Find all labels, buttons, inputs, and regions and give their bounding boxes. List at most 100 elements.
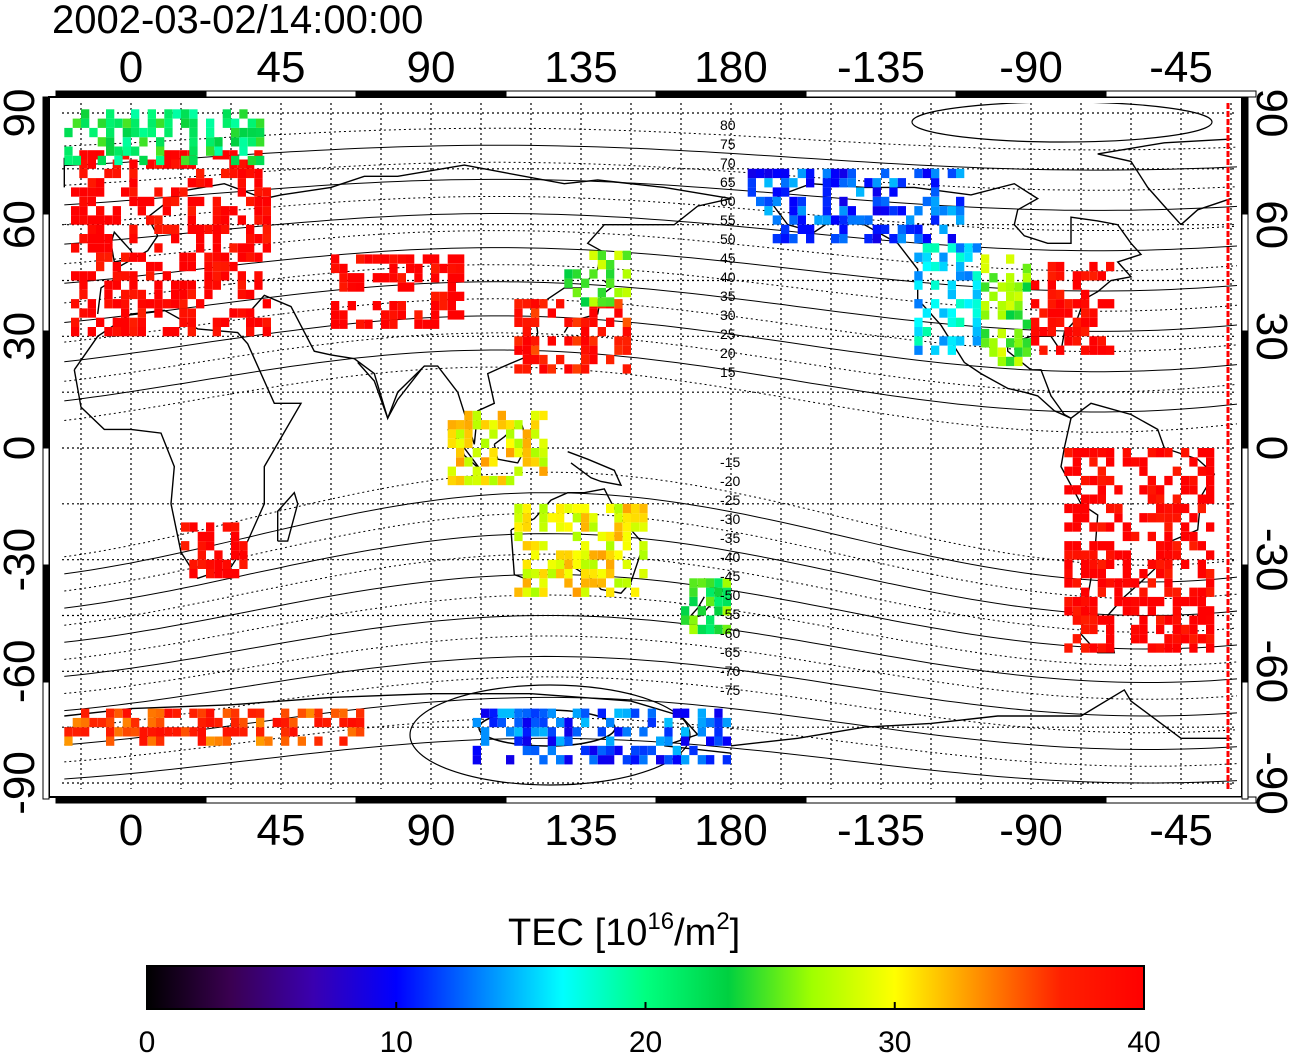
tec-pixel bbox=[237, 280, 246, 290]
tec-pixel bbox=[1072, 596, 1081, 607]
tec-pixel bbox=[1181, 531, 1190, 542]
tec-pixel bbox=[447, 254, 456, 264]
tec-pixel bbox=[112, 261, 121, 272]
tec-pixel bbox=[597, 578, 606, 588]
tec-pixel bbox=[181, 109, 190, 119]
tec-pixel bbox=[154, 289, 163, 300]
tec-pixel bbox=[622, 269, 631, 279]
magnetic-latitude-label: -30 bbox=[720, 511, 740, 527]
tec-pixel bbox=[622, 503, 631, 514]
tec-pixel bbox=[614, 745, 623, 756]
tec-pixel bbox=[1097, 578, 1106, 588]
tec-pixel bbox=[154, 243, 163, 253]
tec-pixel bbox=[764, 206, 773, 216]
tec-pixel bbox=[1256, 718, 1264, 727]
tec-pixel bbox=[96, 261, 105, 272]
tec-pixel bbox=[631, 503, 640, 514]
tec-pixel bbox=[472, 745, 481, 756]
tec-pixel bbox=[572, 336, 581, 346]
tec-pixel bbox=[839, 215, 848, 225]
tec-pixel bbox=[939, 252, 948, 262]
tec-pixel bbox=[179, 317, 188, 327]
tec-pixel bbox=[297, 708, 306, 718]
tec-pixel bbox=[222, 118, 231, 128]
tec-pixel bbox=[372, 301, 381, 311]
tec-pixel bbox=[1072, 457, 1081, 467]
tec-pixel bbox=[189, 137, 198, 147]
tec-pixel bbox=[237, 289, 246, 300]
tec-pixel bbox=[697, 624, 706, 635]
tec-pixel bbox=[1172, 615, 1181, 625]
tec-pixel bbox=[1097, 569, 1106, 579]
tec-pixel bbox=[96, 178, 105, 188]
tec-pixel bbox=[212, 261, 221, 272]
tec-pixel bbox=[564, 336, 573, 346]
tec-pixel bbox=[689, 587, 698, 597]
tec-pixel bbox=[254, 196, 263, 207]
tec-pixel bbox=[1014, 328, 1023, 339]
tec-pixel bbox=[464, 410, 473, 421]
tec-pixel bbox=[146, 271, 155, 281]
tec-pixel bbox=[931, 280, 940, 290]
tec-pixel bbox=[564, 503, 573, 514]
coastline bbox=[247, 197, 732, 445]
magnetic-contour bbox=[64, 161, 1237, 191]
tec-pixel bbox=[212, 243, 221, 253]
tec-pixel bbox=[1072, 485, 1081, 495]
tec-pixel bbox=[122, 727, 131, 737]
tec-pixel bbox=[931, 261, 940, 272]
tec-pixel bbox=[564, 578, 573, 588]
tec-pixel bbox=[572, 587, 581, 597]
tec-pixel bbox=[87, 215, 96, 225]
tec-pixel bbox=[164, 708, 173, 718]
tec-pixel bbox=[1181, 485, 1190, 495]
tec-pixel bbox=[847, 168, 856, 179]
tec-pixel bbox=[246, 252, 255, 262]
tec-pixel bbox=[706, 578, 715, 588]
magnetic-latitude-label: -50 bbox=[720, 587, 740, 603]
tec-pixel bbox=[589, 569, 598, 579]
tec-pixel bbox=[956, 271, 965, 281]
tec-pixel bbox=[1097, 475, 1106, 486]
tec-pixel bbox=[572, 531, 581, 542]
tec-pixel bbox=[1164, 559, 1173, 569]
tec-pixel bbox=[1047, 280, 1056, 290]
tec-pixel bbox=[581, 503, 590, 514]
tec-pixel bbox=[606, 354, 615, 365]
tec-pixel bbox=[171, 289, 180, 300]
tec-pixel bbox=[1081, 569, 1090, 579]
tec-pixel bbox=[997, 310, 1006, 320]
tec-pixel bbox=[472, 466, 481, 476]
tec-pixel bbox=[131, 118, 140, 128]
tec-pixel bbox=[204, 261, 213, 272]
tec-pixel bbox=[64, 146, 73, 156]
tec-pixel bbox=[1064, 327, 1073, 337]
lat-tick-right: -60 bbox=[1247, 640, 1292, 704]
tec-pixel bbox=[79, 168, 88, 179]
tec-pixel bbox=[1031, 336, 1040, 346]
magnetic-latitude-label: 45 bbox=[720, 250, 736, 266]
tec-pixel bbox=[254, 271, 263, 281]
tec-pixel bbox=[1072, 448, 1081, 458]
tec-pixel bbox=[956, 299, 965, 309]
tec-pixel bbox=[497, 708, 506, 718]
tec-pixel bbox=[1014, 356, 1023, 367]
tec-pixel bbox=[631, 587, 640, 597]
tec-pixel bbox=[212, 327, 221, 337]
tec-pixel bbox=[1131, 578, 1140, 588]
tec-pixel bbox=[1072, 336, 1081, 346]
tec-pixel bbox=[689, 615, 698, 625]
tec-pixel bbox=[254, 234, 263, 244]
magnetic-contour bbox=[64, 144, 1237, 171]
tec-pixel bbox=[397, 282, 406, 292]
tec-pixel bbox=[154, 224, 163, 234]
tec-pixel bbox=[1064, 503, 1073, 514]
tec-pixel bbox=[1072, 615, 1081, 625]
tec-pixel bbox=[956, 243, 965, 253]
tec-pixel bbox=[464, 429, 473, 439]
lat-tick-left: 60 bbox=[0, 200, 44, 249]
tec-pixel bbox=[581, 569, 590, 579]
tec-pixel bbox=[256, 137, 265, 147]
tec-pixel bbox=[1181, 448, 1190, 458]
tec-pixel bbox=[822, 168, 831, 179]
